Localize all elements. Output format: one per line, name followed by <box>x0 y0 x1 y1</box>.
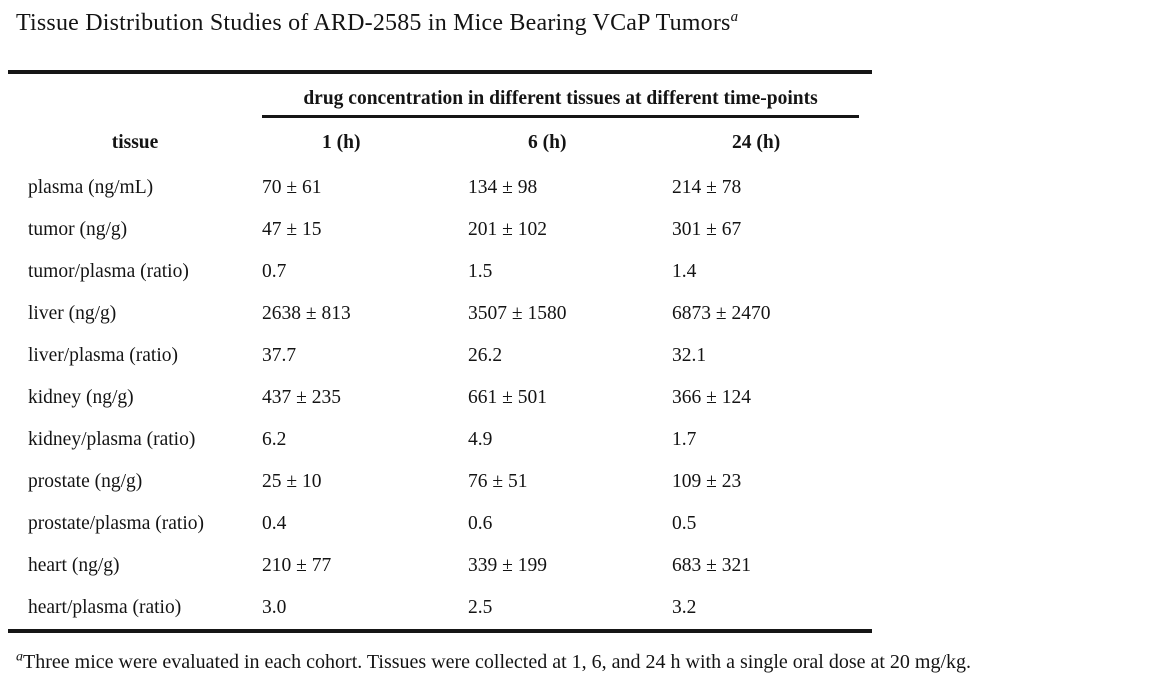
cell-24h: 0.5 <box>672 513 697 534</box>
cell-6h: 0.6 <box>468 513 493 534</box>
cell-1h: 37.7 <box>262 345 297 366</box>
cell-24h: 32.1 <box>672 345 707 366</box>
table-row: tumor/plasma (ratio) 0.7 1.5 1.4 <box>8 251 872 293</box>
table-row: tumor (ng/g) 47 ± 15 201 ± 102 301 ± 67 <box>8 209 872 251</box>
cell-6h: 2.5 <box>468 597 493 618</box>
cell-24h: 109 ± 23 <box>672 471 742 492</box>
table-row: heart (ng/g) 210 ± 77 339 ± 199 683 ± 32… <box>8 545 872 587</box>
column-header-24h: 24 (h) <box>732 132 781 153</box>
cell-1h: 0.4 <box>262 513 287 534</box>
column-header-1h: 1 (h) <box>322 132 361 153</box>
cell-6h: 339 ± 199 <box>468 555 547 576</box>
table-row: prostate/plasma (ratio) 0.4 0.6 0.5 <box>8 503 872 545</box>
span-header: drug concentration in different tissues … <box>262 87 860 118</box>
tissue-distribution-table-wrap: drug concentration in different tissues … <box>8 70 873 633</box>
tissue-distribution-table: drug concentration in different tissues … <box>8 70 873 633</box>
cell-24h: 6873 ± 2470 <box>672 303 771 324</box>
span-header-spacer <box>8 72 262 118</box>
footnote-marker: a <box>16 649 23 665</box>
row-label: tumor (ng/g) <box>28 219 128 240</box>
row-label: prostate (ng/g) <box>28 471 143 492</box>
cell-6h: 134 ± 98 <box>468 177 538 198</box>
cell-24h: 366 ± 124 <box>672 387 751 408</box>
cell-6h: 4.9 <box>468 429 493 450</box>
cell-6h: 76 ± 51 <box>468 471 528 492</box>
cell-6h: 26.2 <box>468 345 503 366</box>
cell-6h: 661 ± 501 <box>468 387 547 408</box>
table-row: liver (ng/g) 2638 ± 813 3507 ± 1580 6873… <box>8 293 872 335</box>
table-row: plasma (ng/mL) 70 ± 61 134 ± 98 214 ± 78 <box>8 167 872 209</box>
cell-1h: 210 ± 77 <box>262 555 332 576</box>
row-label: tumor/plasma (ratio) <box>28 261 189 282</box>
row-label: kidney (ng/g) <box>28 387 134 408</box>
cell-1h: 47 ± 15 <box>262 219 322 240</box>
cell-1h: 70 ± 61 <box>262 177 322 198</box>
cell-24h: 3.2 <box>672 597 697 618</box>
cell-6h: 3507 ± 1580 <box>468 303 567 324</box>
cell-24h: 683 ± 321 <box>672 555 751 576</box>
row-label: liver (ng/g) <box>28 303 117 324</box>
row-label: plasma (ng/mL) <box>28 177 154 198</box>
column-header-tissue: tissue <box>111 132 159 153</box>
footnote-text: Three mice were evaluated in each cohort… <box>23 651 972 673</box>
row-label: heart (ng/g) <box>28 555 120 576</box>
row-label: kidney/plasma (ratio) <box>28 429 196 450</box>
paper-page: Tissue Distribution Studies of ARD-2585 … <box>0 8 1161 690</box>
cell-24h: 1.7 <box>672 429 697 450</box>
table-row: liver/plasma (ratio) 37.7 26.2 32.1 <box>8 335 872 377</box>
cell-24h: 1.4 <box>672 261 697 282</box>
row-label: liver/plasma (ratio) <box>28 345 178 366</box>
cell-1h: 0.7 <box>262 261 287 282</box>
span-header-row: drug concentration in different tissues … <box>8 72 872 118</box>
table-row: heart/plasma (ratio) 3.0 2.5 3.2 <box>8 587 872 631</box>
span-header-cell: drug concentration in different tissues … <box>262 72 872 118</box>
table-row: kidney/plasma (ratio) 6.2 4.9 1.7 <box>8 419 872 461</box>
footnote: aThree mice were evaluated in each cohor… <box>16 649 1161 675</box>
cell-24h: 214 ± 78 <box>672 177 742 198</box>
table-row: kidney (ng/g) 437 ± 235 661 ± 501 366 ± … <box>8 377 872 419</box>
page-title: Tissue Distribution Studies of ARD-2585 … <box>16 8 1161 39</box>
cell-1h: 6.2 <box>262 429 287 450</box>
page-title-text: Tissue Distribution Studies of ARD-2585 … <box>16 10 731 36</box>
cell-24h: 301 ± 67 <box>672 219 742 240</box>
cell-1h: 25 ± 10 <box>262 471 322 492</box>
cell-1h: 2638 ± 813 <box>262 303 351 324</box>
cell-6h: 201 ± 102 <box>468 219 547 240</box>
cell-6h: 1.5 <box>468 261 493 282</box>
cell-1h: 437 ± 235 <box>262 387 341 408</box>
column-header-row: tissue 1 (h) 6 (h) 24 (h) <box>8 118 872 167</box>
row-label: prostate/plasma (ratio) <box>28 513 204 534</box>
row-label: heart/plasma (ratio) <box>28 597 182 618</box>
table-row: prostate (ng/g) 25 ± 10 76 ± 51 109 ± 23 <box>8 461 872 503</box>
cell-1h: 3.0 <box>262 597 287 618</box>
title-superscript: a <box>730 9 739 25</box>
column-header-6h: 6 (h) <box>528 132 567 153</box>
